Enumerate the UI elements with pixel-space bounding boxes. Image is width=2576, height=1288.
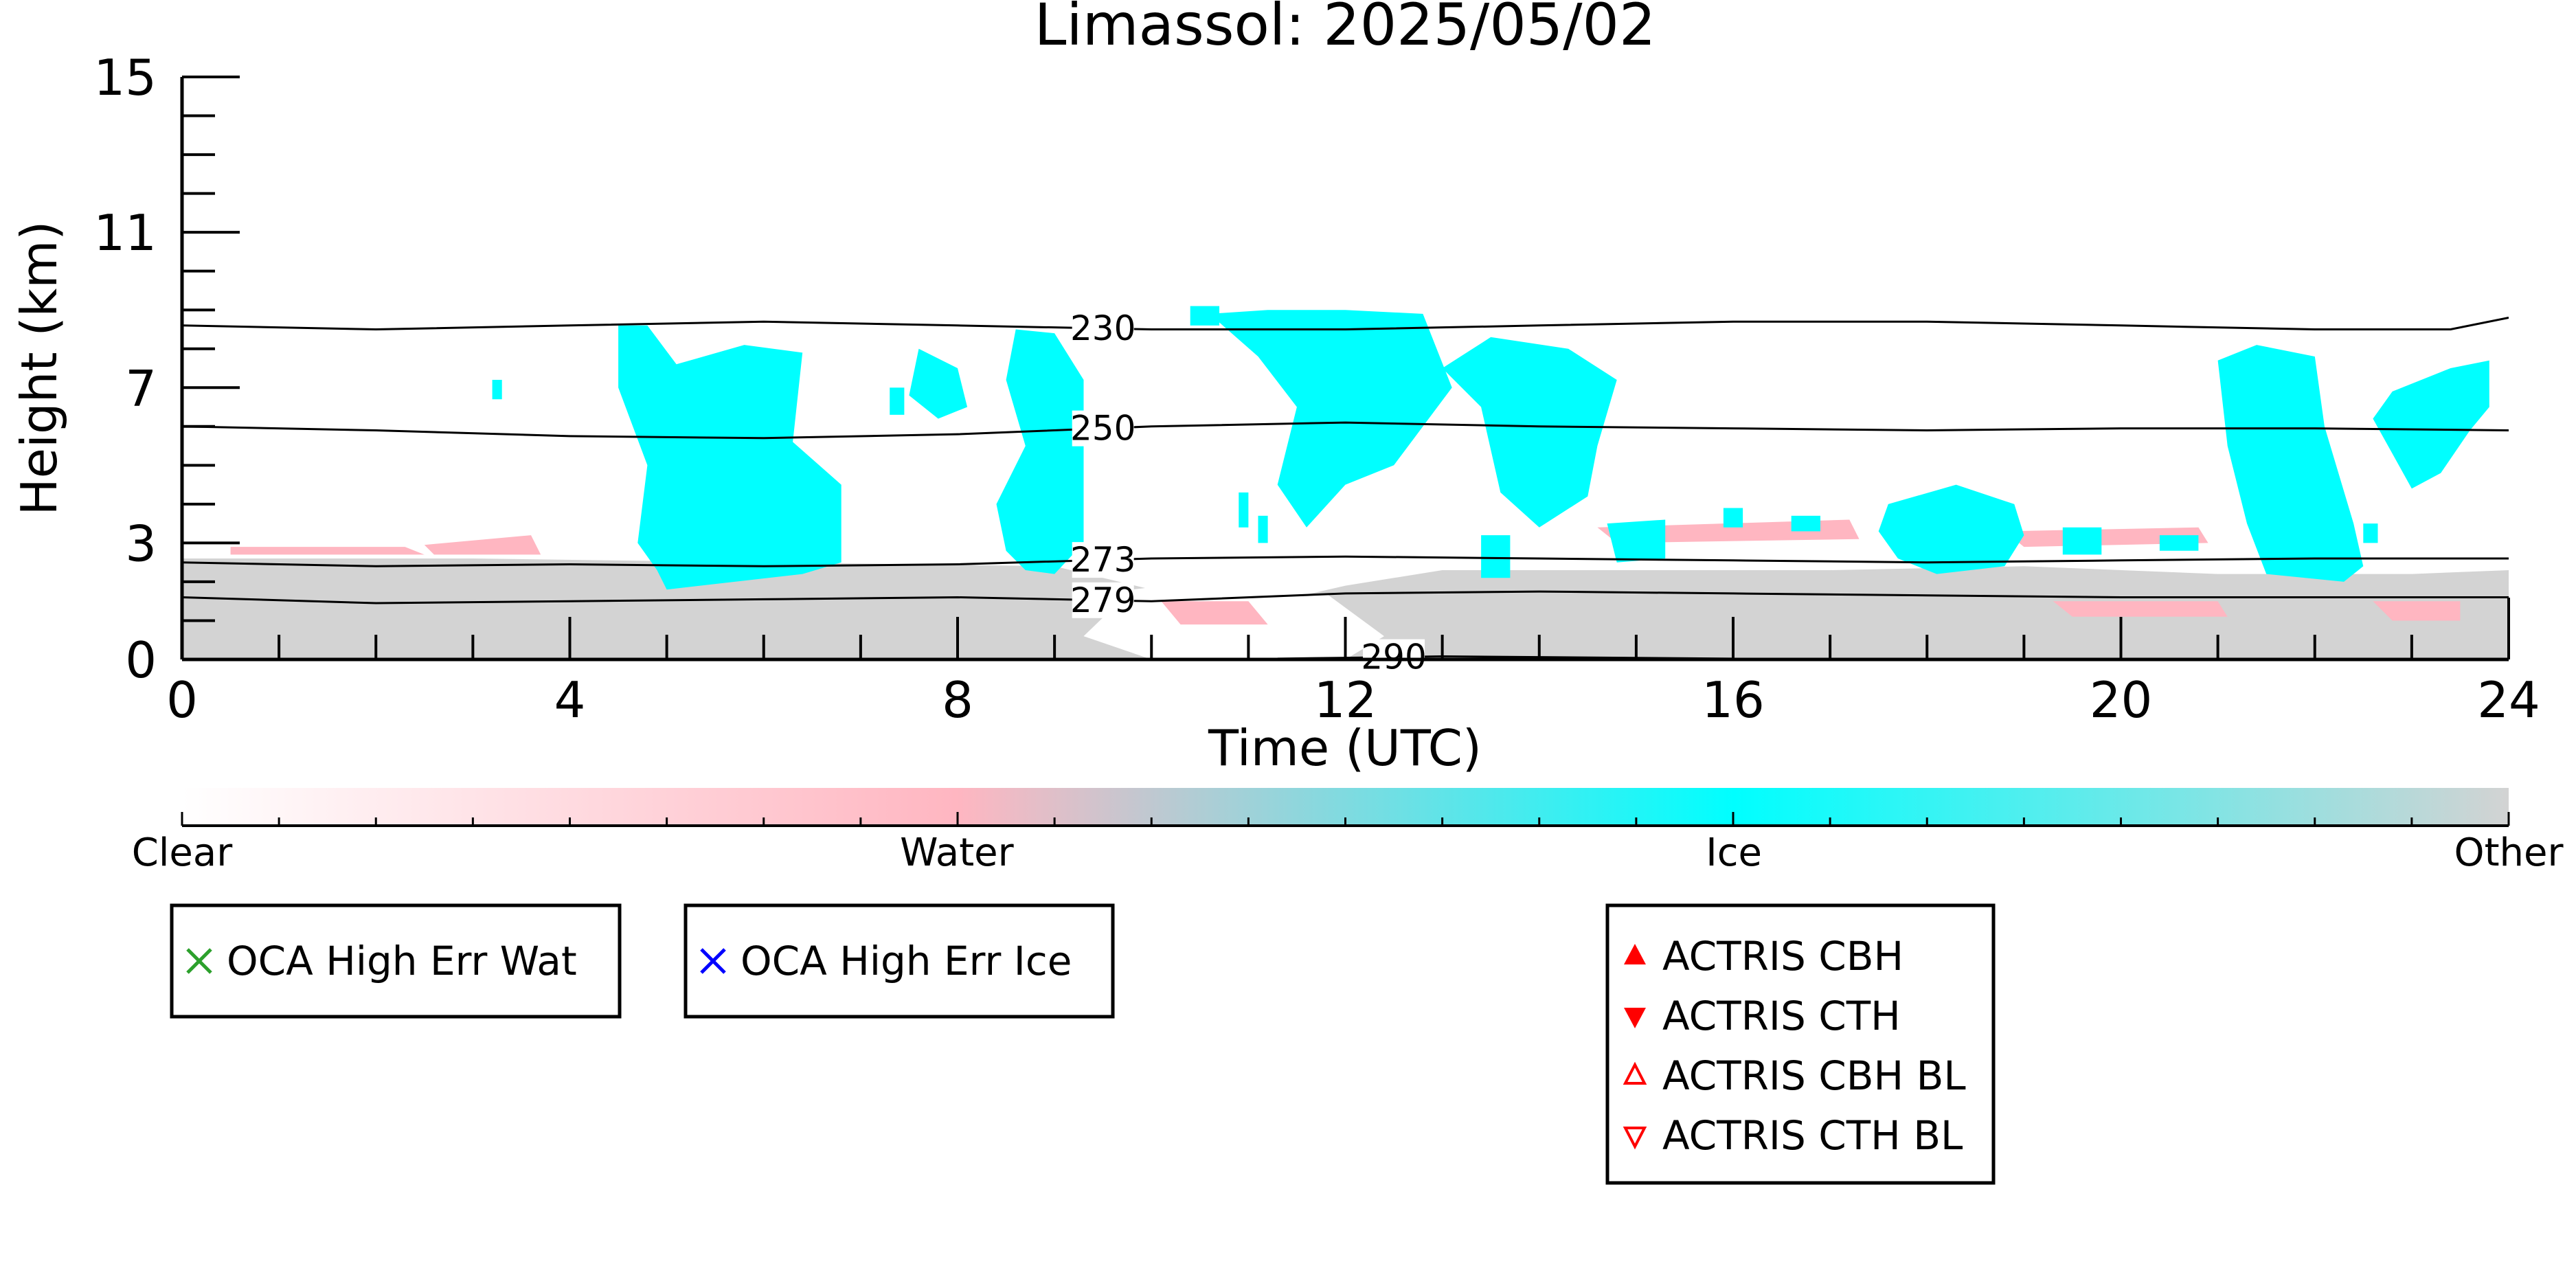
triangle-up-icon: [1624, 944, 1646, 964]
colorbar-label: Other: [2454, 831, 2564, 875]
region-water: [2053, 601, 2228, 617]
region-ice: [996, 329, 1084, 574]
legends: OCA High Err Wat OCA High Err Ice ACTRIS C…: [170, 903, 1996, 1185]
region-water: [1161, 601, 1268, 625]
triangle-down-open-icon: [1623, 1127, 1647, 1150]
speckle-ice: [492, 379, 502, 400]
isotherm-line: [182, 317, 2509, 331]
y-tick-label: 11: [93, 204, 157, 262]
speckle-ice: [890, 387, 905, 415]
region-ice: [2217, 345, 2364, 582]
speckle-ice: [1791, 515, 1821, 532]
triangle-up-open-icon: [1623, 1061, 1647, 1085]
region-water: [230, 547, 425, 555]
region-ice: [909, 348, 968, 419]
legend-item: OCA High Err Ice: [700, 938, 1072, 984]
legend-item: ACTRIS CTH: [1624, 993, 1901, 1039]
y-tick-label: 15: [93, 49, 157, 106]
isotherm-label-bg: [1072, 310, 1134, 347]
region-ice: [1607, 519, 1666, 563]
region-ice: [2062, 527, 2102, 555]
x-tick-label: 20: [2090, 671, 2153, 729]
isotherm-label: 250: [1070, 409, 1136, 449]
region-ice: [2373, 360, 2489, 489]
y-tick-label: 7: [125, 359, 157, 417]
colorbar-ticks: [181, 812, 2510, 826]
x-tick-label: 4: [554, 671, 586, 729]
region-water: [2373, 601, 2461, 621]
legend-box: OCA High Err Ice: [683, 903, 1115, 1019]
y-axis-label: Height (km): [10, 221, 68, 516]
region-ice: [1442, 337, 1617, 528]
colorbar-label: Ice: [1706, 831, 1762, 875]
speckle-ice: [1723, 508, 1743, 528]
legend-frame: [170, 903, 622, 1019]
isotherm-label-bg: [1363, 639, 1425, 675]
isotherm-label-bg: [1072, 410, 1134, 447]
legend-item: OCA High Err Wat: [186, 938, 577, 984]
legend-label: ACTRIS CBH BL: [1662, 1052, 1966, 1099]
chart-title: Limassol: 2025/05/02: [1035, 0, 1656, 58]
legend-item: ACTRIS CTH BL: [1623, 1112, 1963, 1159]
isotherm-line: [182, 590, 2509, 605]
region-ice: [618, 325, 841, 590]
isotherm-label-bg: [1072, 542, 1134, 578]
x-tick-label: 8: [942, 671, 973, 729]
speckle-ice: [1239, 492, 1249, 528]
legend-label: ACTRIS CBH: [1662, 933, 1903, 980]
x-marker-icon: [186, 948, 212, 974]
region-water: [424, 535, 541, 555]
speckle-ice: [2363, 523, 2378, 543]
isotherm-label: 290: [1361, 637, 1426, 677]
x-tick-label: 24: [2477, 671, 2540, 729]
colorbar-label: Clear: [132, 831, 233, 875]
region-water: [2004, 527, 2208, 547]
legend-box: OCA High Err Wat: [170, 903, 622, 1019]
isotherm-line: [182, 421, 2509, 440]
region-ice: [1481, 535, 1511, 578]
x-marker-icon: [700, 948, 726, 974]
legend-frame: [1605, 903, 1996, 1185]
isotherm-label: 273: [1070, 540, 1136, 580]
triangle-down-icon: [1624, 1008, 1646, 1028]
legend-label: ACTRIS CTH: [1662, 993, 1901, 1039]
legend-frame: [683, 903, 1115, 1019]
isotherm-label: 230: [1070, 308, 1136, 348]
classification-regions: [182, 310, 2509, 659]
region-ice: [1209, 310, 1452, 528]
x-tick-label: 0: [166, 671, 198, 729]
y-tick-label: 0: [125, 631, 157, 689]
legend-item: ACTRIS CBH: [1624, 933, 1903, 980]
y-ticks: 0 3 7 11 15: [93, 49, 240, 689]
isotherm-line: [182, 555, 2509, 567]
x-tick-label: 16: [1702, 671, 1765, 729]
classification-speckles: [492, 306, 2378, 543]
speckle-ice: [1190, 306, 1220, 326]
legend-label: OCA High Err Ice: [741, 938, 1072, 984]
legend-box: ACTRIS CBH ACTRIS CTH ACTRIS CBH BL ACTRIS …: [1605, 903, 1996, 1185]
legend-label: ACTRIS CTH BL: [1662, 1112, 1963, 1159]
region-ice: [2159, 535, 2199, 551]
plot-area: [182, 306, 2509, 659]
isotherm-label-bg: [1072, 582, 1134, 618]
colorbar-label: Water: [900, 831, 1015, 875]
x-tick-label: 12: [1314, 671, 1377, 729]
colorbar-labels: Clear Water Ice Other: [132, 831, 2564, 875]
region-ice: [1878, 484, 2024, 574]
x-ticks: 0 4 8 12 16 20 24: [166, 617, 2540, 729]
isotherm-label: 279: [1070, 580, 1136, 620]
legend-item: ACTRIS CBH BL: [1623, 1052, 1966, 1099]
legend-label: OCA High Err Wat: [227, 938, 577, 984]
speckle-ice: [1258, 515, 1268, 543]
classification-colorbar: Clear Water Ice Other: [132, 788, 2564, 875]
x-axis-label: Time (UTC): [1208, 719, 1482, 777]
y-tick-label: 3: [125, 515, 157, 572]
